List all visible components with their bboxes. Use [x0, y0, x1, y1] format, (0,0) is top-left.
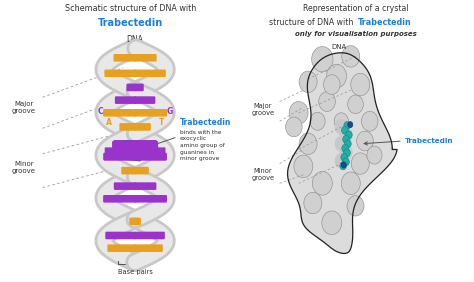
FancyBboxPatch shape — [116, 97, 136, 103]
FancyBboxPatch shape — [122, 168, 136, 174]
FancyBboxPatch shape — [135, 84, 143, 91]
Text: Representation of a crystal: Representation of a crystal — [303, 4, 408, 13]
Circle shape — [299, 133, 317, 155]
FancyBboxPatch shape — [114, 141, 136, 147]
Circle shape — [294, 155, 313, 178]
Text: T: T — [159, 118, 164, 127]
Text: Trabectedin: Trabectedin — [98, 18, 163, 28]
FancyBboxPatch shape — [135, 55, 156, 61]
Circle shape — [327, 64, 346, 88]
Circle shape — [312, 171, 332, 195]
FancyBboxPatch shape — [135, 245, 162, 251]
Circle shape — [347, 122, 353, 128]
Circle shape — [322, 211, 342, 235]
FancyBboxPatch shape — [106, 232, 136, 239]
Text: Major
groove: Major groove — [12, 101, 36, 114]
Circle shape — [341, 126, 348, 134]
Circle shape — [343, 135, 349, 143]
FancyBboxPatch shape — [135, 124, 150, 130]
Circle shape — [346, 131, 352, 139]
Circle shape — [344, 122, 351, 129]
Circle shape — [367, 146, 382, 164]
Circle shape — [339, 127, 353, 143]
Circle shape — [342, 144, 348, 152]
Circle shape — [351, 153, 369, 174]
Text: Major
groove: Major groove — [252, 103, 274, 116]
FancyBboxPatch shape — [113, 142, 157, 147]
Polygon shape — [114, 141, 152, 161]
Text: DNA: DNA — [331, 44, 346, 50]
FancyBboxPatch shape — [135, 168, 148, 174]
Text: Minor
groove: Minor groove — [252, 168, 274, 181]
Circle shape — [323, 75, 340, 94]
FancyBboxPatch shape — [108, 245, 136, 251]
FancyBboxPatch shape — [114, 55, 136, 61]
Circle shape — [343, 158, 349, 166]
Circle shape — [311, 47, 333, 72]
Text: Schematic structure of DNA with: Schematic structure of DNA with — [65, 4, 196, 13]
Circle shape — [361, 111, 378, 131]
FancyBboxPatch shape — [130, 218, 136, 224]
Circle shape — [347, 196, 364, 216]
Circle shape — [339, 144, 353, 160]
Text: only for visualisation purposes: only for visualisation purposes — [295, 31, 416, 37]
FancyBboxPatch shape — [104, 110, 136, 116]
Circle shape — [335, 119, 348, 135]
FancyBboxPatch shape — [104, 154, 166, 160]
Circle shape — [299, 71, 317, 92]
Circle shape — [310, 112, 325, 130]
FancyBboxPatch shape — [135, 141, 156, 147]
Polygon shape — [288, 53, 397, 254]
FancyBboxPatch shape — [135, 232, 164, 239]
FancyBboxPatch shape — [135, 97, 155, 103]
Text: Trabectedin: Trabectedin — [180, 118, 231, 127]
Circle shape — [341, 172, 360, 195]
Circle shape — [304, 192, 322, 214]
FancyBboxPatch shape — [135, 196, 166, 202]
FancyBboxPatch shape — [135, 70, 165, 76]
Circle shape — [351, 73, 370, 96]
FancyBboxPatch shape — [135, 110, 166, 116]
FancyBboxPatch shape — [105, 148, 165, 154]
Text: structure of DNA with: structure of DNA with — [269, 18, 356, 27]
FancyBboxPatch shape — [135, 153, 166, 160]
Text: A: A — [106, 118, 112, 127]
Circle shape — [341, 153, 347, 161]
Text: DNA: DNA — [127, 35, 144, 44]
Text: Trabectedin: Trabectedin — [358, 18, 411, 27]
FancyBboxPatch shape — [104, 196, 136, 202]
Text: Base pairs: Base pairs — [118, 269, 153, 275]
FancyBboxPatch shape — [104, 153, 136, 160]
Text: Minor
groove: Minor groove — [12, 161, 36, 174]
FancyBboxPatch shape — [115, 183, 136, 189]
Circle shape — [319, 92, 336, 111]
FancyBboxPatch shape — [127, 84, 136, 91]
Circle shape — [344, 149, 350, 157]
Text: C: C — [98, 107, 104, 116]
Circle shape — [285, 117, 302, 137]
FancyBboxPatch shape — [120, 124, 136, 130]
Circle shape — [335, 136, 348, 152]
Circle shape — [347, 95, 363, 114]
FancyBboxPatch shape — [135, 218, 140, 224]
Circle shape — [356, 131, 374, 151]
Circle shape — [340, 162, 346, 170]
FancyBboxPatch shape — [135, 183, 155, 189]
FancyBboxPatch shape — [105, 70, 136, 76]
Text: binds with the
exocyclic
amino group of
guanines in
minor groove: binds with the exocyclic amino group of … — [180, 130, 225, 161]
Circle shape — [341, 162, 346, 168]
Circle shape — [342, 46, 360, 67]
Circle shape — [345, 140, 351, 148]
Circle shape — [335, 153, 348, 169]
Circle shape — [334, 113, 348, 130]
Circle shape — [289, 102, 308, 124]
Text: Trabectedin: Trabectedin — [405, 138, 454, 144]
Text: G: G — [167, 107, 173, 116]
